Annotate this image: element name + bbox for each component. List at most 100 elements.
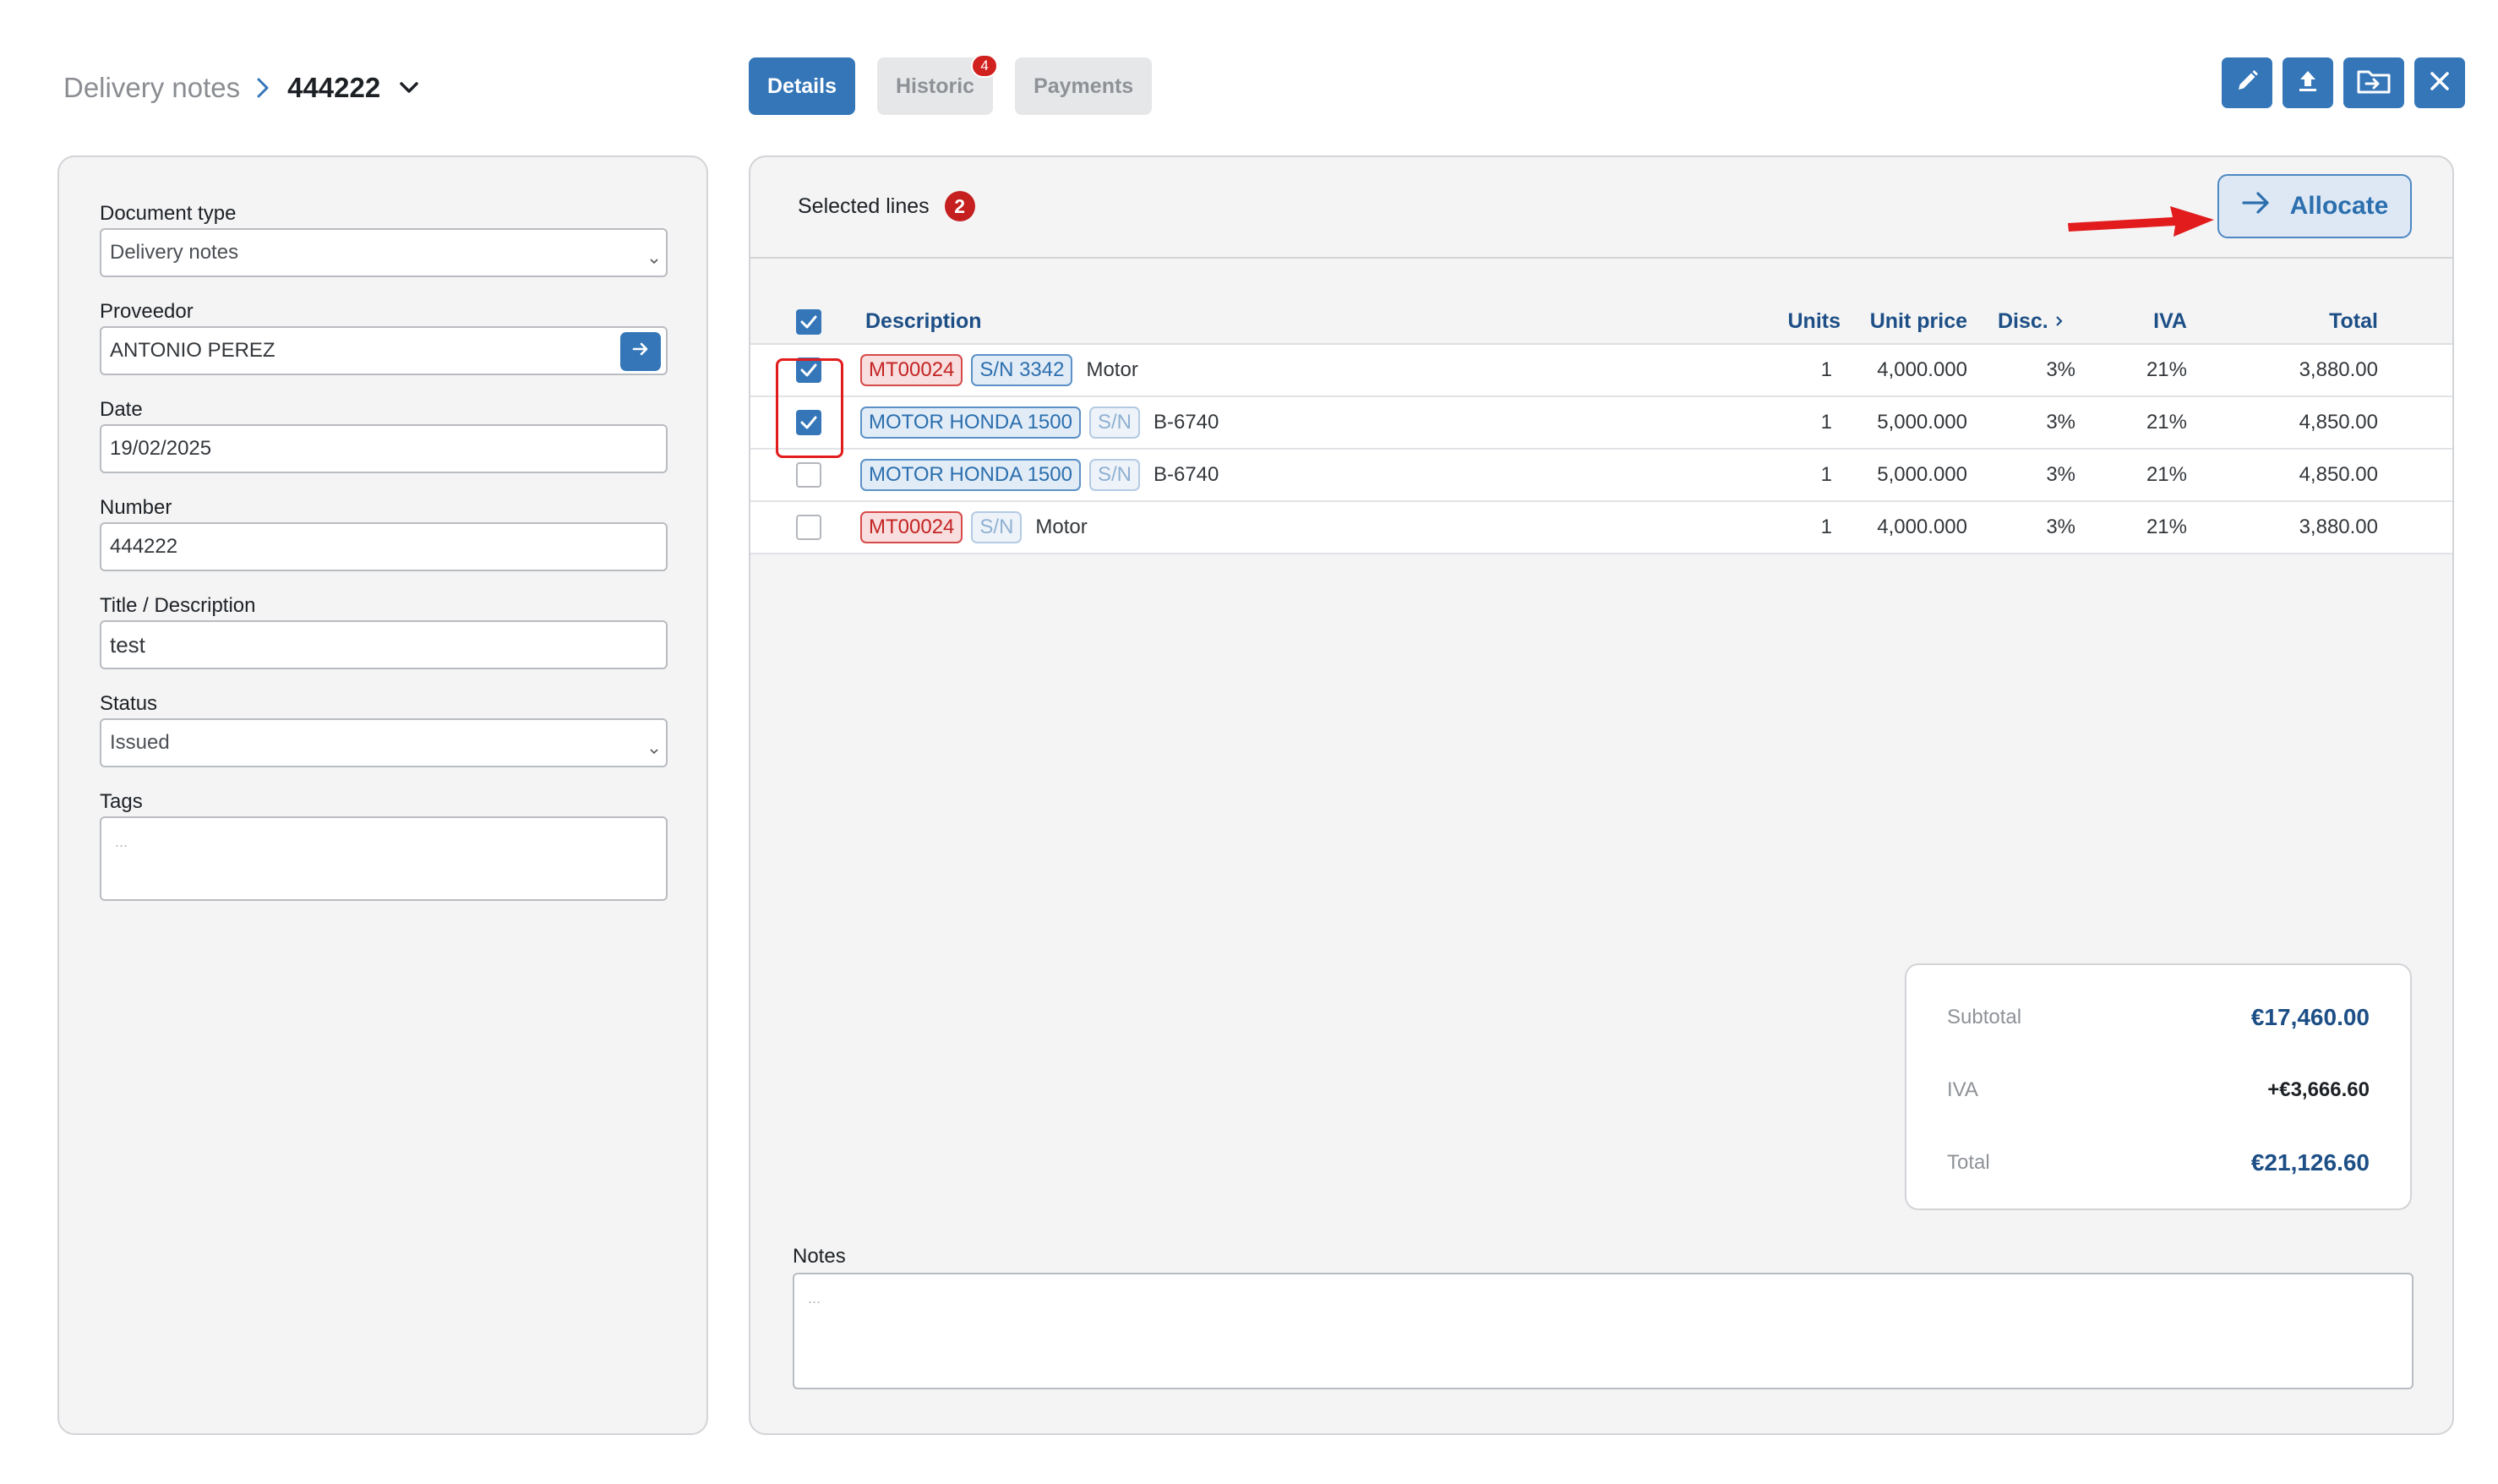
open-proveedor-button[interactable] — [620, 332, 661, 371]
field-label: Title / Description — [100, 594, 256, 617]
row-checkbox[interactable] — [796, 410, 821, 435]
iva-cell: 21% — [2146, 516, 2187, 538]
select-value: Issued — [110, 731, 170, 754]
serial-number-tag[interactable]: S/N — [1088, 406, 1140, 439]
upload-icon — [2295, 68, 2321, 99]
table-row[interactable]: MT00024 S/N 3342 Motor 1 4,000.000 3% 21… — [750, 345, 2452, 397]
field-label: Number — [100, 496, 172, 519]
row-checkbox[interactable] — [796, 462, 821, 488]
row-checkbox[interactable] — [796, 357, 821, 383]
unit-price-cell: 4,000.000 — [1877, 358, 1967, 381]
tab-payments[interactable]: Payments — [1015, 57, 1153, 115]
unit-price-cell: 5,000.000 — [1877, 463, 1967, 486]
iva-cell: 21% — [2146, 411, 2187, 434]
table-row[interactable]: MT00024 S/N Motor 1 4,000.000 3% 21% 3,8… — [750, 502, 2452, 554]
serial-number-tag[interactable]: S/N 3342 — [971, 354, 1073, 386]
tab-bar: Details Historic 4 Payments — [749, 54, 1153, 115]
allocate-label: Allocate — [2289, 192, 2389, 220]
number-input[interactable]: 444222 — [100, 522, 668, 571]
proveedor-input[interactable]: ANTONIO PEREZ — [100, 326, 668, 375]
column-header-disc[interactable]: Disc. — [1998, 299, 2064, 343]
title-field: Title / Description test — [100, 593, 668, 669]
proveedor-field: Proveedor ANTONIO PEREZ — [100, 299, 668, 375]
breadcrumb-current: 444222 — [287, 72, 381, 103]
chevron-down-icon — [649, 248, 659, 271]
lines-table: Description Units Unit price Disc. IVA T… — [750, 299, 2452, 554]
tab-details[interactable]: Details — [749, 57, 855, 115]
notes-input[interactable]: ... — [793, 1273, 2413, 1389]
close-button[interactable] — [2414, 57, 2465, 108]
select-value: Delivery notes — [110, 241, 239, 264]
column-header-description[interactable]: Description — [865, 309, 982, 333]
selected-count-badge: 2 — [944, 191, 975, 221]
totals-card: Subtotal €17,460.00 IVA +€3,666.60 Total… — [1905, 963, 2412, 1210]
divider — [750, 257, 2452, 259]
serial-number-tag[interactable]: S/N — [1088, 459, 1140, 491]
item-model-tag[interactable]: MOTOR HONDA 1500 — [860, 459, 1081, 491]
tab-label: Payments — [1034, 74, 1134, 98]
table-header: Description Units Unit price Disc. IVA T… — [750, 299, 2452, 345]
line-text: B-6740 — [1153, 463, 1219, 486]
line-description: MT00024 S/N 3342 Motor — [860, 345, 1138, 396]
status-select[interactable]: Issued — [100, 718, 668, 767]
item-code-tag[interactable]: MT00024 — [860, 511, 963, 543]
tags-input[interactable]: ... — [100, 816, 668, 901]
disc-cell: 3% — [2046, 358, 2075, 381]
item-code-tag[interactable]: MT00024 — [860, 354, 963, 386]
subtotal-label: Subtotal — [1947, 1006, 2022, 1028]
chevron-right-icon — [2054, 309, 2064, 333]
item-model-tag[interactable]: MOTOR HONDA 1500 — [860, 406, 1081, 439]
line-text: B-6740 — [1153, 411, 1219, 434]
units-cell: 1 — [1820, 516, 1832, 538]
selected-lines-label: Selected lines — [798, 194, 930, 218]
select-all-checkbox[interactable] — [796, 309, 821, 335]
line-text: Motor — [1035, 516, 1088, 538]
serial-number-tag[interactable]: S/N — [971, 511, 1023, 543]
subtotal-value: €17,460.00 — [2250, 1004, 2370, 1030]
date-input[interactable]: 19/02/2025 — [100, 424, 668, 473]
column-header-label: Disc. — [1998, 309, 2048, 333]
allocate-button[interactable]: Allocate — [2217, 174, 2412, 238]
table-row[interactable]: MOTOR HONDA 1500 S/N B-6740 1 5,000.000 … — [750, 450, 2452, 502]
lines-panel: Selected lines 2 Allocate Description Un… — [749, 155, 2454, 1435]
upload-button[interactable] — [2283, 57, 2333, 108]
iva-value: +€3,666.60 — [2267, 1078, 2370, 1101]
total-cell: 4,850.00 — [2299, 411, 2378, 434]
move-to-folder-button[interactable] — [2343, 57, 2404, 108]
iva-cell: 21% — [2146, 358, 2187, 381]
disc-cell: 3% — [2046, 411, 2075, 434]
disc-cell: 3% — [2046, 463, 2075, 486]
line-description: MT00024 S/N Motor — [860, 502, 1088, 553]
input-value: ANTONIO PEREZ — [110, 339, 275, 362]
edit-button[interactable] — [2222, 57, 2272, 108]
tab-label: Historic — [895, 74, 975, 98]
line-text: Motor — [1086, 358, 1138, 381]
document-type-select[interactable]: Delivery notes — [100, 228, 668, 277]
folder-move-icon — [2356, 68, 2392, 99]
field-label: Notes — [793, 1245, 846, 1268]
column-header-iva[interactable]: IVA — [2153, 309, 2187, 333]
total-value: €21,126.60 — [2250, 1149, 2370, 1176]
breadcrumb-parent-link[interactable]: Delivery notes — [63, 72, 241, 103]
line-description: MOTOR HONDA 1500 S/N B-6740 — [860, 450, 1219, 500]
status-field: Status Issued — [100, 691, 668, 767]
tab-historic[interactable]: Historic 4 — [876, 54, 999, 115]
column-header-unit-price[interactable]: Unit price — [1869, 309, 1967, 333]
close-icon — [2428, 69, 2452, 97]
chevron-down-icon[interactable] — [399, 81, 419, 95]
total-cell: 3,880.00 — [2299, 358, 2378, 381]
field-label: Date — [100, 398, 143, 421]
document-type-field: Document type Delivery notes — [100, 201, 668, 277]
title-input[interactable]: test — [100, 620, 668, 669]
field-label: Status — [100, 692, 158, 715]
row-checkbox[interactable] — [796, 515, 821, 540]
table-row[interactable]: MOTOR HONDA 1500 S/N B-6740 1 5,000.000 … — [750, 397, 2452, 450]
annotation-arrow-icon — [2068, 206, 2214, 237]
column-header-total[interactable]: Total — [2329, 309, 2378, 333]
subtotal-row: Subtotal €17,460.00 — [1947, 1001, 2370, 1034]
line-description: MOTOR HONDA 1500 S/N B-6740 — [860, 397, 1219, 448]
arrow-right-icon — [2241, 190, 2272, 222]
units-cell: 1 — [1820, 411, 1832, 434]
number-field: Number 444222 — [100, 495, 668, 571]
column-header-units[interactable]: Units — [1787, 309, 1841, 333]
